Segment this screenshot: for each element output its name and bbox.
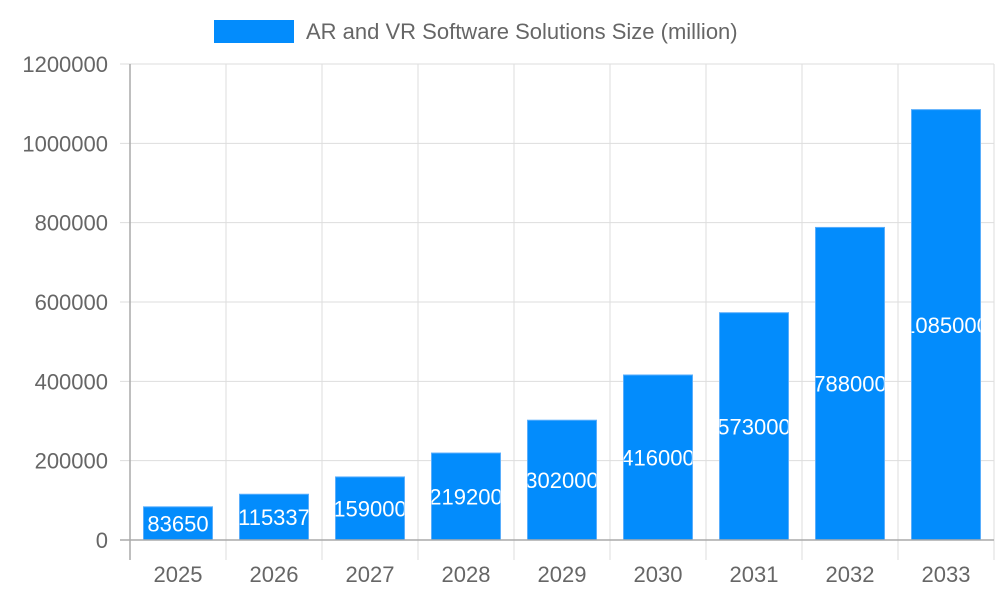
x-tick-label: 2029 [538,562,587,587]
x-tick-label: 2025 [154,562,203,587]
data-label: 788000 [813,372,886,397]
data-label: 115337 [238,505,310,530]
y-tick-label: 800000 [35,211,108,236]
data-label: 416000 [621,445,694,470]
data-label: 302000 [525,468,598,493]
gridlines [120,63,995,560]
bar [815,226,885,541]
data-label: 1085000 [903,313,989,338]
legend-label: AR and VR Software Solutions Size (milli… [306,19,738,44]
bar [239,493,309,541]
bar [143,506,213,541]
data-label: 159000 [333,496,406,521]
axes: 0 200000 400000 600000 800000 1000000 1200000 2… [22,52,994,587]
y-tick-label: 0 [96,528,108,553]
y-tick-label: 200000 [35,449,108,474]
x-tick-label: 2030 [634,562,683,587]
bar [335,476,405,541]
x-tick-label: 2032 [826,562,875,587]
x-tick-label: 2026 [250,562,299,587]
x-tick-label: 2028 [442,562,491,587]
data-label: 83650 [147,511,208,536]
data-label: 573000 [717,414,790,439]
bar [623,374,693,541]
legend-swatch [214,20,294,43]
bar [431,452,501,541]
x-tick-label: 2027 [346,562,395,587]
bar [527,419,597,541]
bar [911,109,981,541]
y-tick-label: 1000000 [22,131,108,156]
y-tick-label: 1200000 [22,52,108,77]
x-tick-label: 2033 [922,562,971,587]
bars: 83650 115337 159000 219200 302000 416000 57300… [143,109,989,541]
y-tick-label: 600000 [35,290,108,315]
bar [719,312,789,541]
x-tick-label: 2031 [730,562,779,587]
y-tick-label: 400000 [35,369,108,394]
legend[interactable]: AR and VR Software Solutions Size (milli… [214,19,738,44]
data-label: 219200 [429,485,502,510]
